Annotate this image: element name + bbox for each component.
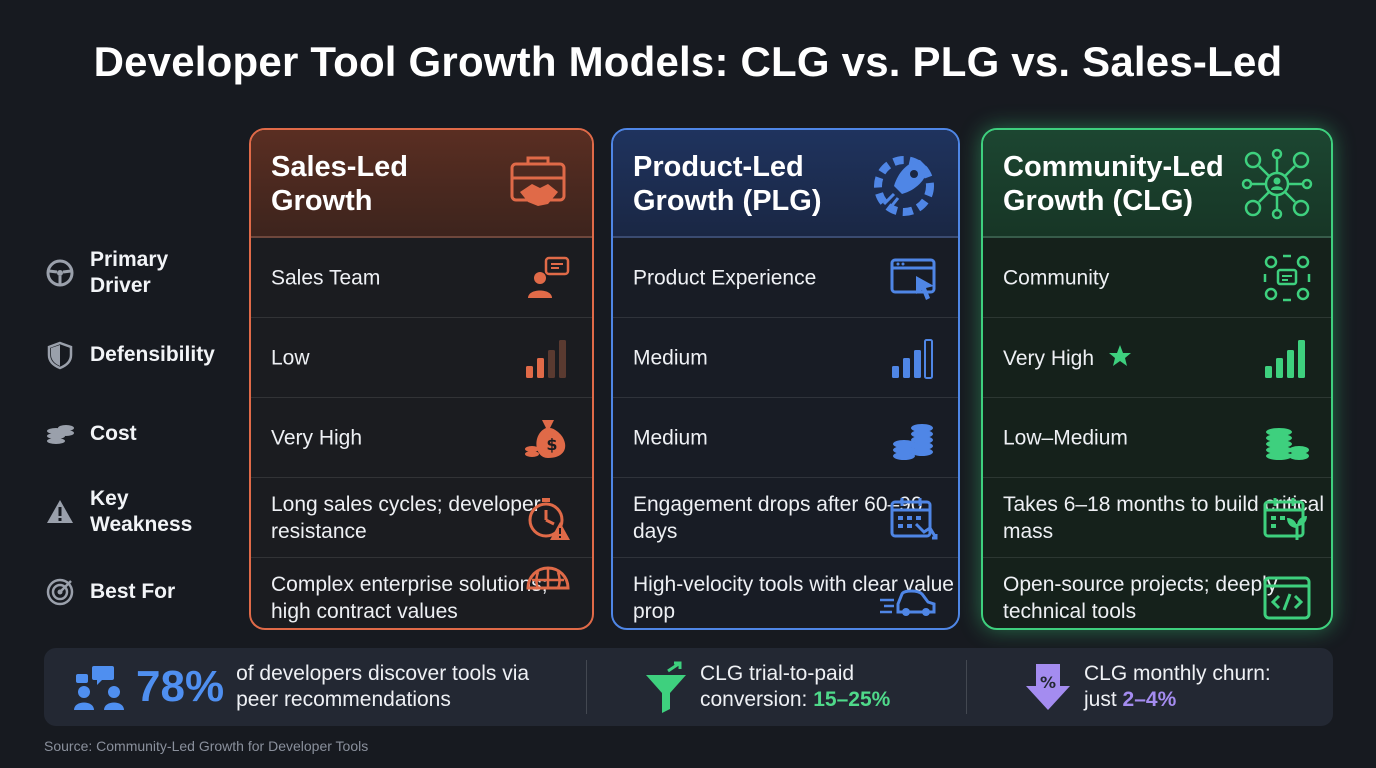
cell-text: Very High bbox=[271, 426, 363, 449]
stopwatch-warning-icon bbox=[528, 497, 570, 540]
cell-text: Product Experience bbox=[633, 266, 817, 289]
cell-best-for: Open-source projects; deeply technical t… bbox=[983, 558, 1331, 628]
cell-text: Low–Medium bbox=[1003, 426, 1128, 449]
cell-text: Open-source projects; deeply technical t… bbox=[1003, 572, 1278, 623]
row-label-key-weakness: Key Weakness bbox=[44, 486, 210, 538]
cell-text: Medium bbox=[633, 426, 708, 449]
fast-car-icon bbox=[880, 589, 936, 616]
row-label-primary-driver: Primary Driver bbox=[44, 247, 200, 299]
cell-cost: Medium bbox=[613, 398, 958, 478]
stat-text: CLG monthly churn: just 2–4% bbox=[1084, 661, 1304, 713]
column-header: Product-Led Growth (PLG) bbox=[613, 130, 958, 238]
cell-defensibility: Very High bbox=[983, 318, 1331, 398]
cell-text: Community bbox=[1003, 266, 1110, 289]
target-icon bbox=[44, 576, 76, 608]
cell-primary-driver: Sales Team bbox=[251, 238, 592, 318]
signal-medium-icon bbox=[892, 338, 933, 379]
row-label-cost: Cost bbox=[44, 418, 137, 450]
percent-down-arrow-icon: % bbox=[1026, 664, 1070, 710]
row-label-defensibility: Defensibility bbox=[44, 339, 215, 371]
stat-churn: % CLG monthly churn: just 2–4% bbox=[1024, 648, 1304, 726]
cell-text: Very High bbox=[1003, 344, 1132, 372]
cell-text: Complex enterprise solutions; high contr… bbox=[271, 572, 548, 623]
row-label-text: Defensibility bbox=[90, 343, 215, 366]
stat-peer-recommendations: 78% of developers discover tools via pee… bbox=[72, 648, 536, 726]
globe-icon bbox=[526, 566, 570, 590]
signal-low-icon bbox=[526, 339, 566, 378]
row-label-text: Primary Driver bbox=[90, 248, 169, 297]
column-title: Community-Led Growth (CLG) bbox=[1003, 151, 1224, 217]
code-window-icon bbox=[1263, 576, 1311, 619]
row-label-text: Best For bbox=[90, 580, 176, 603]
row-label-best-for: Best For bbox=[44, 576, 175, 608]
row-label-text: Key Weakness bbox=[90, 487, 193, 536]
sales-led-column: Sales-Led Growth Sales Team Low Very Hig… bbox=[249, 128, 594, 630]
money-bag-icon: $ bbox=[525, 419, 566, 458]
source-note: Source: Community-Led Growth for Develop… bbox=[44, 738, 369, 754]
shield-icon bbox=[44, 339, 76, 371]
stats-bar: 78% of developers discover tools via pee… bbox=[44, 648, 1333, 726]
rocket-gear-icon bbox=[874, 156, 934, 216]
coins-stack-icon bbox=[1266, 427, 1309, 460]
calendar-growth-icon bbox=[1263, 497, 1307, 540]
community-network-icon bbox=[1241, 148, 1313, 220]
cell-best-for: Complex enterprise solutions; high contr… bbox=[251, 558, 592, 628]
row-label-text: Cost bbox=[90, 422, 137, 445]
cell-primary-driver: Community bbox=[983, 238, 1331, 318]
cell-text-value: Very High bbox=[1003, 346, 1095, 370]
star-icon bbox=[1108, 344, 1131, 366]
salesperson-chat-icon bbox=[528, 256, 570, 298]
stat-conversion: CLG trial-to-paid conversion: 15–25% bbox=[644, 648, 920, 726]
signal-high-icon bbox=[1265, 339, 1305, 378]
cell-best-for: High-velocity tools with clear value pro… bbox=[613, 558, 958, 628]
cell-text: Engagement drops after 60–90 days bbox=[633, 492, 923, 543]
stat-text: of developers discover tools via peer re… bbox=[236, 662, 530, 711]
stat-text: CLG trial-to-paid conversion: 15–25% bbox=[700, 661, 920, 713]
coins-icon bbox=[44, 418, 76, 450]
cell-key-weakness: Long sales cycles; developer resistance bbox=[251, 478, 592, 558]
svg-text:$: $ bbox=[546, 435, 557, 454]
cell-defensibility: Medium bbox=[613, 318, 958, 398]
calendar-decline-icon bbox=[890, 497, 938, 539]
product-led-column: Product-Led Growth (PLG) Product Experie… bbox=[611, 128, 960, 630]
divider bbox=[586, 660, 587, 714]
stat-value: 2–4% bbox=[1122, 688, 1177, 711]
cell-key-weakness: Engagement drops after 60–90 days bbox=[613, 478, 958, 558]
cell-primary-driver: Product Experience bbox=[613, 238, 958, 318]
stat-label: CLG trial-to-paid conversion: bbox=[700, 662, 855, 711]
page-title: Developer Tool Growth Models: CLG vs. PL… bbox=[93, 38, 1283, 85]
peer-recommendation-icon bbox=[74, 666, 124, 710]
stat-value: 15–25% bbox=[813, 688, 891, 711]
column-header: Sales-Led Growth bbox=[251, 130, 592, 238]
column-title: Sales-Led Growth bbox=[271, 151, 408, 217]
column-header: Community-Led Growth (CLG) bbox=[983, 130, 1331, 238]
coins-stack-icon bbox=[893, 423, 933, 460]
column-title: Product-Led Growth (PLG) bbox=[633, 151, 822, 217]
funnel-icon bbox=[646, 661, 686, 713]
cell-text: Medium bbox=[633, 346, 708, 369]
divider bbox=[966, 660, 967, 714]
cell-text: Sales Team bbox=[271, 266, 381, 289]
cell-defensibility: Low bbox=[251, 318, 592, 398]
browser-cursor-icon bbox=[890, 258, 936, 300]
cell-text: Low bbox=[271, 346, 310, 369]
briefcase-handshake-icon bbox=[510, 156, 566, 206]
cell-text: Takes 6–18 months to build critical mass bbox=[1003, 492, 1324, 543]
warning-icon bbox=[44, 496, 76, 528]
cell-text: High-velocity tools with clear value pro… bbox=[633, 572, 954, 623]
cell-cost: Very High $ bbox=[251, 398, 592, 478]
group-chat-icon bbox=[1263, 254, 1311, 301]
cell-text: Long sales cycles; developer resistance bbox=[271, 492, 541, 543]
svg-text:%: % bbox=[1040, 673, 1056, 692]
cell-key-weakness: Takes 6–18 months to build critical mass bbox=[983, 478, 1331, 558]
community-led-column: Community-Led Growth (CLG) Community Ver… bbox=[981, 128, 1333, 630]
stat-label: CLG monthly churn: just bbox=[1084, 662, 1271, 711]
stat-value: 78% bbox=[136, 662, 225, 711]
cell-cost: Low–Medium bbox=[983, 398, 1331, 478]
steering-wheel-icon bbox=[44, 257, 76, 289]
